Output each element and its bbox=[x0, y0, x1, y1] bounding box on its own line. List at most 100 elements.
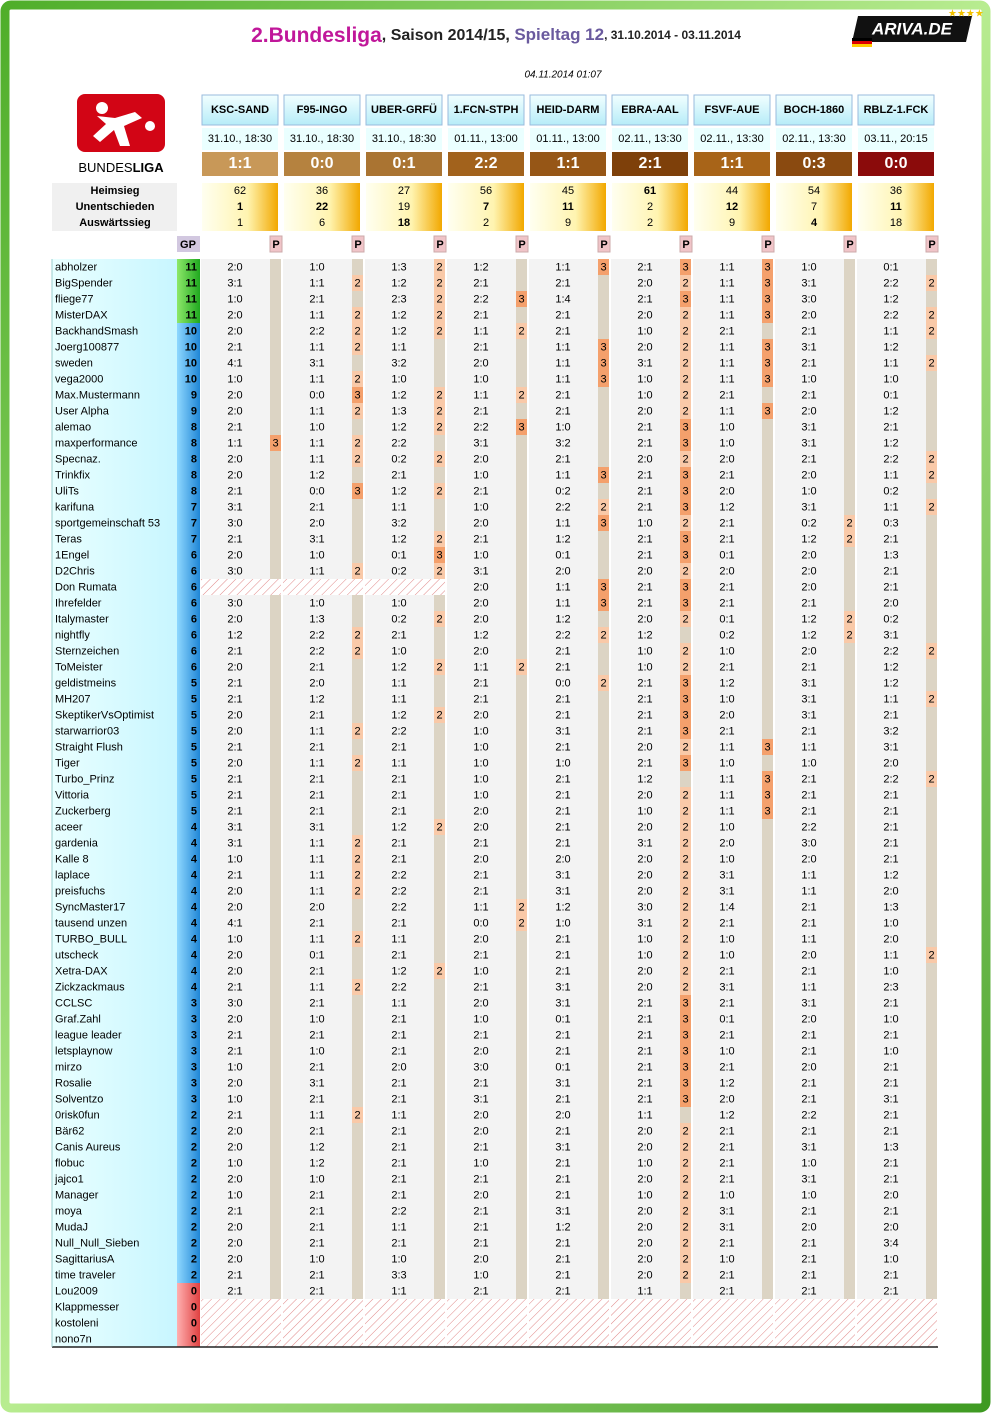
points-cell bbox=[926, 659, 937, 675]
tip-cell bbox=[447, 259, 516, 275]
tip: 2:1 bbox=[719, 1125, 734, 1137]
tip-cell bbox=[201, 499, 270, 515]
points-cell bbox=[270, 1219, 281, 1235]
points-cell bbox=[352, 771, 363, 787]
points-cell bbox=[926, 1027, 937, 1043]
gp-value: 11 bbox=[185, 277, 197, 289]
stat-cell bbox=[858, 183, 934, 199]
points: 3 bbox=[600, 261, 606, 273]
points: 2 bbox=[846, 533, 852, 545]
tip-cell bbox=[201, 1155, 270, 1171]
tip-cell bbox=[283, 1027, 352, 1043]
points-cell bbox=[352, 467, 363, 483]
points-cell bbox=[926, 515, 937, 531]
tip-cell bbox=[529, 1139, 598, 1155]
tip: 3:4 bbox=[883, 1237, 898, 1249]
tip-cell bbox=[775, 499, 844, 515]
tip-cell bbox=[529, 499, 598, 515]
tip: 3:1 bbox=[637, 917, 652, 929]
points-cell bbox=[598, 323, 609, 339]
points-cell bbox=[680, 1251, 691, 1267]
name-cell bbox=[52, 339, 177, 355]
empty-tip bbox=[283, 1315, 363, 1331]
tip: 3:1 bbox=[227, 821, 242, 833]
player-name: TURBO_BULL bbox=[55, 933, 127, 945]
points-cell bbox=[926, 979, 937, 995]
tip: 3:1 bbox=[473, 437, 488, 449]
tip-cell bbox=[693, 675, 762, 691]
tip: 1:2 bbox=[883, 661, 898, 673]
points-cell bbox=[270, 915, 281, 931]
points-cell bbox=[270, 1203, 281, 1219]
points-cell bbox=[434, 275, 445, 291]
points-cell bbox=[598, 1075, 609, 1091]
player-name: league leader bbox=[55, 1029, 122, 1041]
tip: 1:0 bbox=[637, 373, 652, 385]
tip-cell bbox=[365, 339, 434, 355]
points-cell bbox=[844, 947, 855, 963]
gp-cell bbox=[177, 1091, 200, 1107]
tip-cell bbox=[775, 691, 844, 707]
tip-cell bbox=[283, 723, 352, 739]
points-cell bbox=[926, 627, 937, 643]
tip: 3:2 bbox=[391, 357, 406, 369]
tip: 2:2 bbox=[555, 501, 570, 513]
tip-cell bbox=[857, 723, 926, 739]
tip: 1:2 bbox=[309, 469, 324, 481]
player-name: moya bbox=[55, 1205, 83, 1217]
tip: 2:0 bbox=[637, 405, 652, 417]
points-cell bbox=[844, 355, 855, 371]
tip-cell bbox=[693, 963, 762, 979]
points-cell bbox=[516, 1187, 527, 1203]
tip-cell bbox=[529, 1283, 598, 1299]
tip-cell bbox=[529, 1027, 598, 1043]
name-cell bbox=[52, 947, 177, 963]
points-cell bbox=[352, 339, 363, 355]
tip: 2:1 bbox=[883, 837, 898, 849]
points-cell bbox=[270, 611, 281, 627]
svg-text:★★★★: ★★★★ bbox=[948, 9, 984, 20]
tip-cell bbox=[775, 467, 844, 483]
tip: 3:1 bbox=[309, 533, 324, 545]
tip-cell bbox=[775, 1091, 844, 1107]
tip: 2:0 bbox=[227, 261, 242, 273]
gp-cell bbox=[177, 931, 200, 947]
name-cell bbox=[52, 595, 177, 611]
points-cell bbox=[844, 819, 855, 835]
player-name: Kalle 8 bbox=[55, 853, 89, 865]
points-cell bbox=[762, 771, 773, 787]
player-name: BackhandSmash bbox=[55, 325, 138, 337]
points: 2 bbox=[928, 357, 934, 369]
tip: 1:1 bbox=[555, 469, 570, 481]
tip-cell bbox=[365, 691, 434, 707]
tip-cell bbox=[857, 915, 926, 931]
tip-cell bbox=[857, 947, 926, 963]
points-cell bbox=[844, 867, 855, 883]
tip-cell bbox=[857, 963, 926, 979]
points-cell bbox=[926, 963, 937, 979]
tip: 2:2 bbox=[883, 453, 898, 465]
tip: 1:1 bbox=[883, 949, 898, 961]
tip-cell bbox=[447, 931, 516, 947]
gp-value: 5 bbox=[191, 725, 197, 737]
tip-cell bbox=[611, 403, 680, 419]
points-cell bbox=[926, 755, 937, 771]
match-code: EBRA-AAL bbox=[621, 104, 679, 116]
tip: 2:1 bbox=[227, 1285, 242, 1297]
stat-cell bbox=[366, 199, 442, 215]
stat-value: 1 bbox=[237, 201, 243, 213]
tip-cell bbox=[283, 403, 352, 419]
tip: 1:1 bbox=[719, 773, 734, 785]
tip: 1:0 bbox=[637, 949, 652, 961]
points-cell bbox=[270, 963, 281, 979]
points-cell bbox=[270, 1043, 281, 1059]
tip: 2:0 bbox=[227, 1221, 242, 1233]
points: 2 bbox=[354, 1109, 360, 1121]
tip: 2:0 bbox=[637, 309, 652, 321]
points-cell bbox=[270, 499, 281, 515]
tip: 1:0 bbox=[309, 1045, 324, 1057]
tip-cell bbox=[283, 883, 352, 899]
tip-cell bbox=[775, 1283, 844, 1299]
tip-cell bbox=[365, 1011, 434, 1027]
tip-cell bbox=[529, 995, 598, 1011]
